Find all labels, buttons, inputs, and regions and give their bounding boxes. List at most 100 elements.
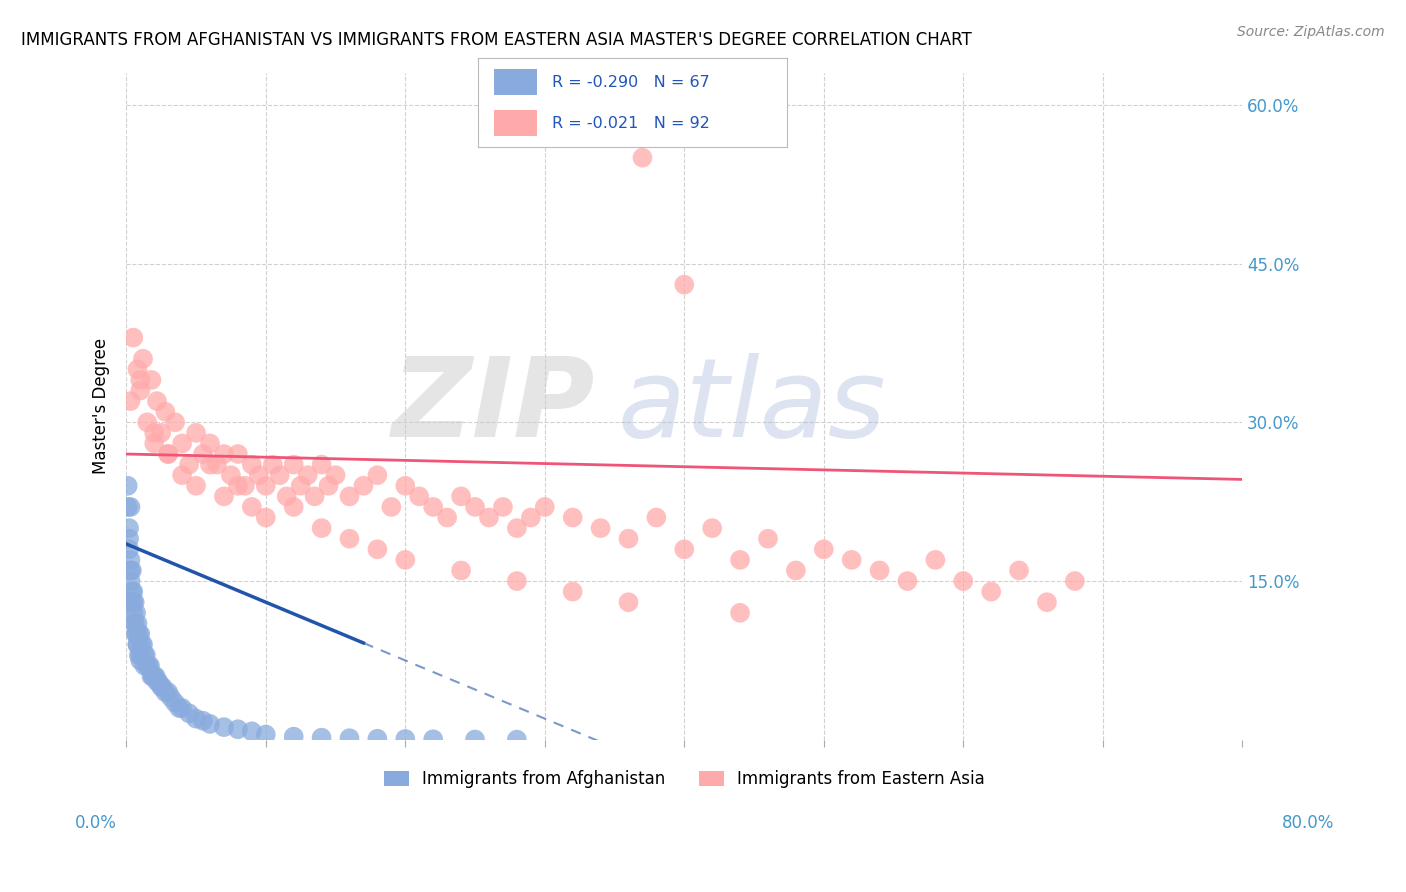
Text: 0.0%: 0.0% (75, 814, 117, 831)
Text: 80.0%: 80.0% (1281, 814, 1334, 831)
Point (127, 638, 149, 652)
Point (122, 330, 145, 344)
Point (172, 436, 194, 450)
Point (121, 595, 143, 609)
Point (172, 701, 194, 715)
Point (394, 553, 416, 567)
Point (254, 510, 277, 524)
Point (141, 669, 163, 683)
Point (226, 479, 249, 493)
Point (184, 425, 207, 440)
Point (561, 584, 583, 599)
Point (128, 648, 150, 662)
Point (132, 638, 155, 652)
Point (311, 521, 333, 535)
Point (212, 489, 235, 503)
Point (134, 648, 156, 662)
Point (150, 425, 173, 440)
Point (124, 616, 146, 631)
Point (118, 542, 141, 557)
Point (131, 638, 153, 652)
Point (408, 489, 430, 503)
Point (212, 720, 235, 734)
Point (422, 732, 444, 747)
Point (492, 500, 515, 514)
Point (339, 731, 361, 746)
Point (136, 415, 159, 429)
Point (422, 500, 444, 514)
Point (366, 731, 388, 746)
Point (121, 564, 143, 578)
Point (122, 584, 145, 599)
Point (160, 690, 183, 705)
Point (145, 669, 167, 683)
Point (240, 724, 263, 739)
Point (125, 606, 148, 620)
Point (394, 479, 416, 493)
Point (134, 658, 156, 673)
FancyBboxPatch shape (494, 110, 537, 136)
Point (157, 685, 180, 699)
Point (157, 447, 180, 461)
Point (813, 542, 835, 557)
Point (219, 468, 242, 483)
Point (177, 458, 200, 472)
Point (276, 489, 298, 503)
Point (240, 458, 263, 472)
Point (366, 542, 388, 557)
Point (205, 458, 228, 472)
Point (138, 658, 160, 673)
Point (127, 362, 149, 376)
Point (184, 479, 207, 493)
Point (129, 653, 152, 667)
Point (339, 489, 361, 503)
Point (125, 627, 148, 641)
Point (198, 717, 221, 731)
Point (191, 714, 214, 728)
Point (120, 500, 142, 514)
Point (673, 277, 696, 292)
Point (212, 447, 235, 461)
Point (152, 680, 174, 694)
Point (589, 521, 612, 535)
Point (117, 500, 139, 514)
Point (269, 468, 291, 483)
Point (980, 584, 1002, 599)
Point (436, 510, 458, 524)
Point (165, 696, 187, 710)
Point (125, 627, 148, 641)
Point (1063, 574, 1085, 588)
Point (478, 510, 501, 524)
Point (120, 564, 142, 578)
Point (148, 674, 170, 689)
Point (450, 489, 472, 503)
Point (311, 731, 333, 745)
Point (254, 727, 277, 741)
Point (169, 701, 191, 715)
Point (728, 553, 751, 567)
Point (283, 730, 305, 744)
Point (952, 574, 974, 588)
Point (394, 731, 416, 746)
Point (283, 458, 305, 472)
Point (122, 606, 145, 620)
Point (157, 447, 180, 461)
Point (141, 373, 163, 387)
Point (318, 479, 340, 493)
Legend: Immigrants from Afghanistan, Immigrants from Eastern Asia: Immigrants from Afghanistan, Immigrants … (377, 764, 991, 795)
Point (118, 532, 141, 546)
Point (135, 648, 157, 662)
Point (184, 712, 207, 726)
Point (311, 458, 333, 472)
Point (506, 574, 529, 588)
Point (645, 510, 668, 524)
Point (191, 447, 214, 461)
Point (136, 658, 159, 673)
Point (617, 532, 640, 546)
Point (617, 595, 640, 609)
Point (198, 436, 221, 450)
Point (352, 479, 374, 493)
Point (198, 458, 221, 472)
Text: IMMIGRANTS FROM AFGHANISTAN VS IMMIGRANTS FROM EASTERN ASIA MASTER'S DEGREE CORR: IMMIGRANTS FROM AFGHANISTAN VS IMMIGRANT… (21, 31, 972, 49)
Point (132, 351, 155, 366)
